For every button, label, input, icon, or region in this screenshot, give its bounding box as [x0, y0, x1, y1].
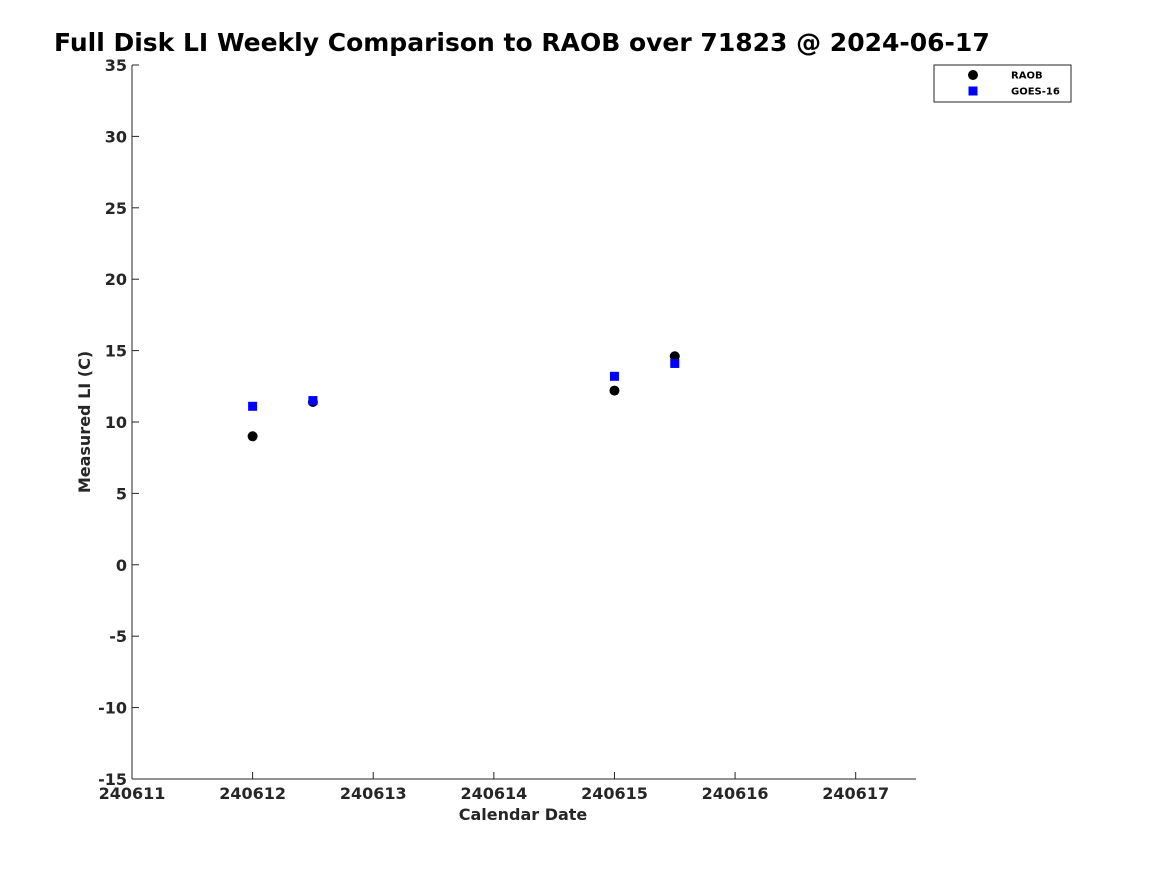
legend-marker-goes-16: [968, 86, 978, 96]
legend-box: [933, 64, 1072, 103]
goes-16-point: [308, 396, 318, 406]
y-tick-label: -5: [109, 627, 127, 646]
x-tick-label: 240615: [581, 784, 648, 803]
y-tick-label: 0: [116, 556, 127, 575]
legend-label-raob: RAOB: [1011, 71, 1043, 82]
goes-16-point: [248, 401, 258, 411]
goes-16-point: [609, 371, 619, 381]
y-axis-label: Measured LI (C): [75, 351, 94, 493]
legend: RAOB GOES-16: [933, 64, 1072, 103]
x-tick-label: 240613: [340, 784, 407, 803]
y-tick-label: 30: [105, 127, 127, 146]
y-tick-label: 10: [105, 413, 127, 432]
goes-16-point: [670, 358, 680, 368]
raob-point: [669, 351, 680, 362]
y-tick-label: 5: [116, 484, 127, 503]
data-marks: [247, 351, 680, 442]
x-axis-label: Calendar Date: [459, 805, 588, 824]
y-tick-label: -10: [98, 699, 127, 718]
y-tick-label: 25: [105, 199, 127, 218]
legend-marker-raob: [968, 70, 978, 80]
y-tick-label: 15: [105, 342, 127, 361]
raob-point: [247, 431, 258, 442]
axes: [131, 65, 916, 780]
y-tick-label: 35: [105, 56, 127, 75]
y-tick-label: 20: [105, 270, 127, 289]
x-tick-label: 240612: [219, 784, 286, 803]
x-tick-label: 240616: [702, 784, 769, 803]
raob-point: [609, 385, 620, 396]
x-tick-label: 240611: [99, 784, 166, 803]
ticks: 240611 240612 240613 240614 240615 240616 2406…: [98, 56, 889, 803]
legend-label-goes-16: GOES-16: [1011, 87, 1060, 98]
x-tick-label: 240614: [460, 784, 527, 803]
y-tick-label: -15: [98, 770, 127, 789]
chart-title: Full Disk LI Weekly Comparison to RAOB o…: [54, 28, 990, 57]
x-tick-label: 240617: [822, 784, 889, 803]
